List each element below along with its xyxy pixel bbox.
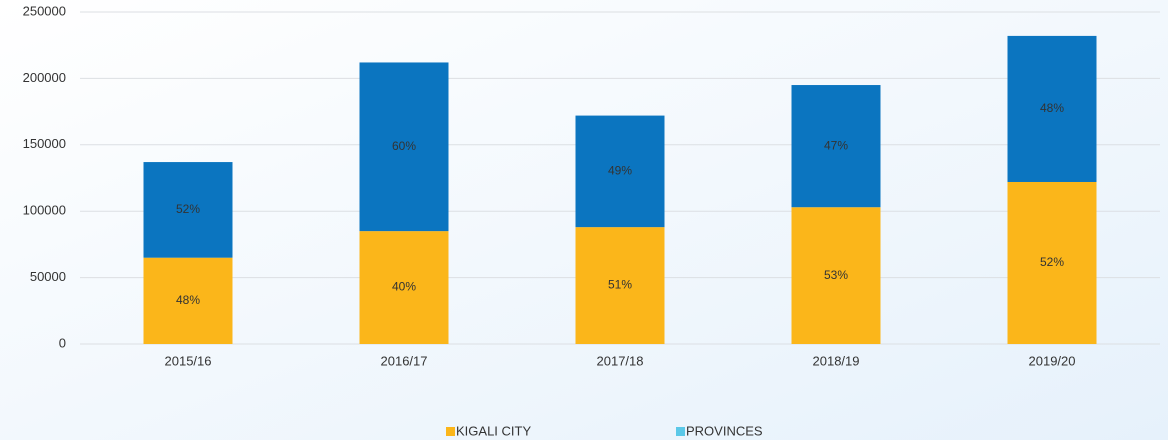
x-tick-label: 2017/18: [597, 353, 644, 368]
y-tick-label: 50000: [30, 269, 66, 284]
y-tick-label: 250000: [23, 3, 66, 18]
share-label: 53%: [824, 268, 848, 282]
share-label: 48%: [1040, 101, 1064, 115]
bar-segment: [143, 162, 233, 258]
y-tick-label: 100000: [23, 203, 66, 218]
share-label: 52%: [1040, 255, 1064, 269]
legend-swatch: [676, 427, 685, 436]
x-tick-label: 2016/17: [381, 353, 428, 368]
y-tick-label: 150000: [23, 136, 66, 151]
bar-segment: [791, 207, 881, 344]
y-tick-label: 200000: [23, 70, 66, 85]
legend-label: PROVINCES: [686, 423, 763, 438]
share-label: 48%: [176, 293, 200, 307]
share-label: 52%: [176, 202, 200, 216]
share-label: 47%: [824, 138, 848, 152]
share-label: 49%: [608, 164, 632, 178]
bar-segment: [575, 227, 665, 344]
legend-swatch: [446, 427, 455, 436]
bar-segment: [1007, 35, 1097, 182]
x-tick-label: 2019/20: [1029, 353, 1076, 368]
legend-label: KIGALI CITY: [456, 423, 531, 438]
bar-segment: [359, 231, 449, 344]
x-tick-label: 2018/19: [813, 353, 860, 368]
x-tick-label: 2015/16: [165, 353, 212, 368]
y-tick-label: 0: [59, 335, 66, 350]
bar-segment: [143, 257, 233, 344]
bar-segment: [359, 62, 449, 232]
bar-segment: [575, 115, 665, 228]
bar-segment: [791, 85, 881, 208]
bar-segment: [1007, 181, 1097, 344]
share-label: 40%: [392, 280, 416, 294]
share-label: 60%: [392, 139, 416, 153]
share-label: 51%: [608, 278, 632, 292]
